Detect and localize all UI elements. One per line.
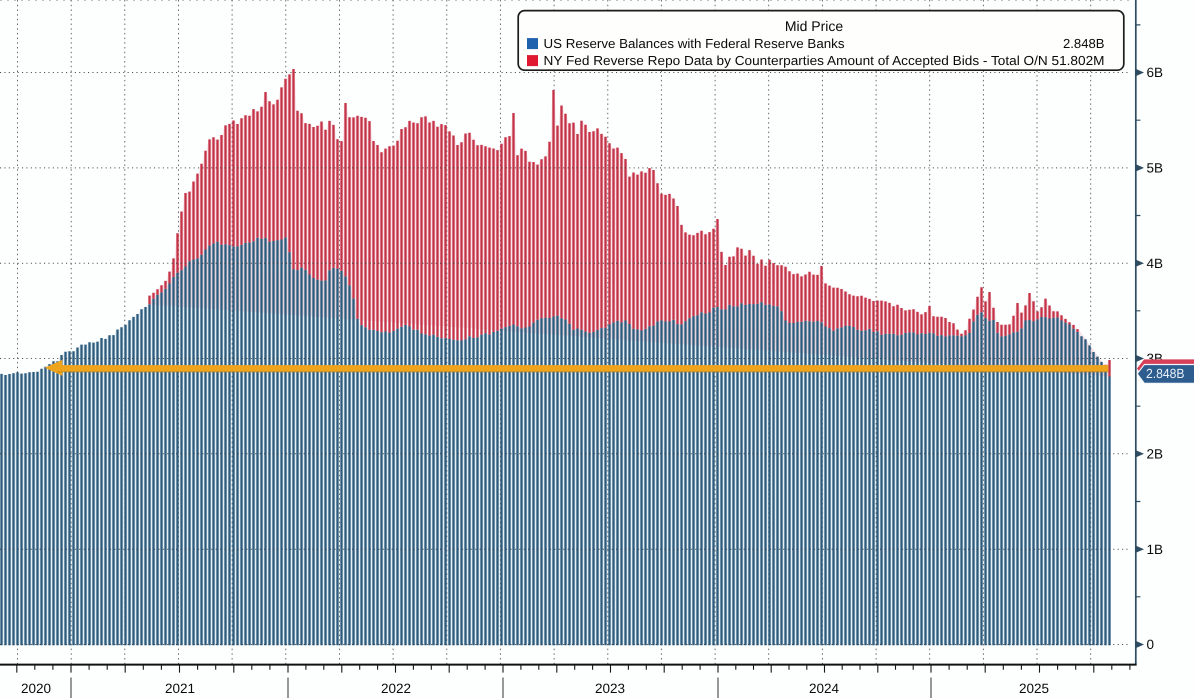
svg-text:2025: 2025 xyxy=(1019,681,1049,696)
svg-text:2023: 2023 xyxy=(595,681,625,696)
svg-text:4B: 4B xyxy=(1147,256,1164,271)
svg-text:0: 0 xyxy=(1147,637,1155,652)
svg-text:2B: 2B xyxy=(1147,447,1164,462)
svg-text:2021: 2021 xyxy=(165,681,195,696)
svg-text:2.848B: 2.848B xyxy=(1146,366,1185,381)
svg-text:NY Fed Reverse Repo Data by Co: NY Fed Reverse Repo Data by Counterparti… xyxy=(544,53,1105,68)
svg-text:2022: 2022 xyxy=(381,681,411,696)
svg-text:2020: 2020 xyxy=(21,681,51,696)
svg-text:2.848B: 2.848B xyxy=(1063,36,1105,51)
svg-text:6B: 6B xyxy=(1147,65,1164,80)
svg-text:US Reserve Balances with Feder: US Reserve Balances with Federal Reserve… xyxy=(544,36,845,51)
svg-text:1B: 1B xyxy=(1147,542,1164,557)
svg-text:5B: 5B xyxy=(1147,161,1164,176)
svg-text:Mid Price: Mid Price xyxy=(785,18,844,34)
svg-text:2024: 2024 xyxy=(809,681,840,696)
